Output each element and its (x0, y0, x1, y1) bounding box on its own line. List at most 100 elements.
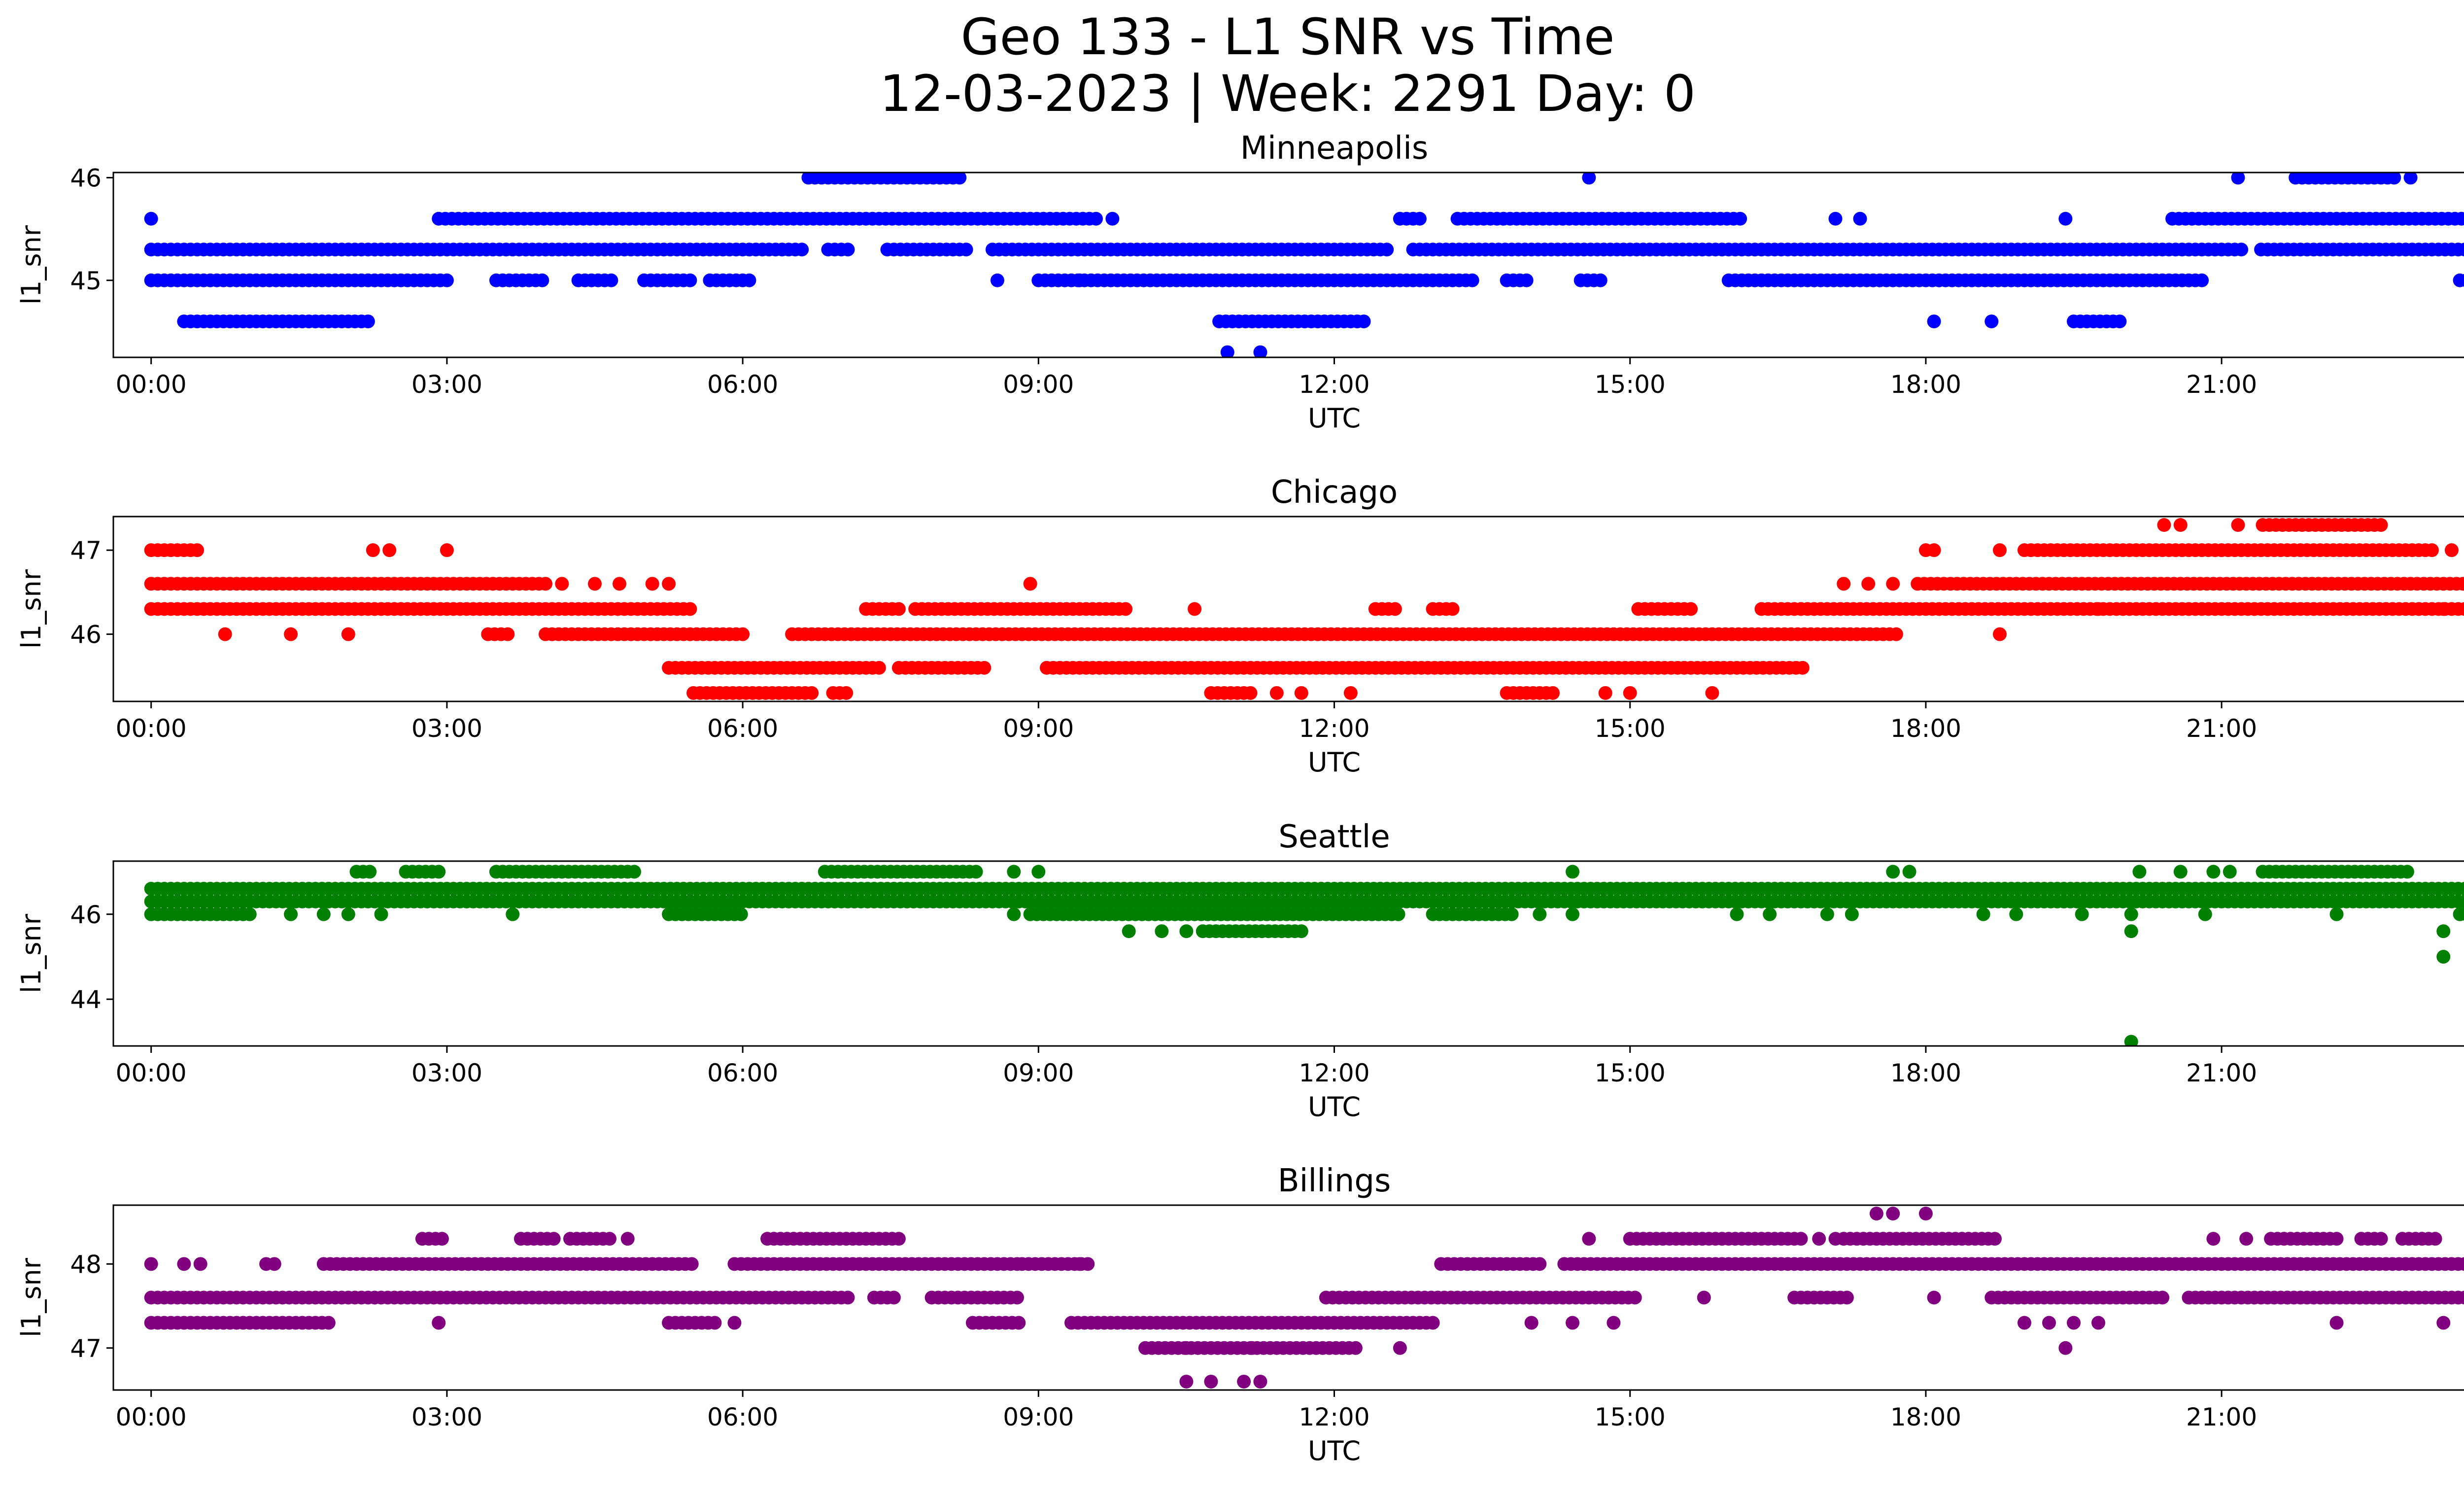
data-point (1918, 1207, 1933, 1221)
data-point (506, 907, 520, 921)
x-tick-label: 15:00 (1595, 1059, 1666, 1087)
data-point (1812, 1232, 1826, 1246)
x-axis-label: UTC (1308, 747, 1361, 778)
data-point (1985, 314, 1999, 329)
data-point (2124, 907, 2138, 921)
data-points (144, 518, 2464, 700)
data-point (1628, 1290, 1642, 1305)
x-tick-label: 21:00 (2186, 370, 2257, 399)
data-point (1072, 273, 1087, 287)
x-tick-label: 21:00 (2186, 1403, 2257, 1431)
x-tick-label: 03:00 (411, 370, 482, 399)
data-point (1840, 1290, 1854, 1305)
data-point (284, 907, 298, 921)
data-point (440, 273, 454, 287)
panel-title: Billings (1278, 1163, 1391, 1199)
data-point (1072, 1257, 1087, 1271)
data-point (1445, 602, 1460, 616)
data-point (2458, 243, 2464, 257)
data-point (977, 661, 992, 675)
data-point (2403, 173, 2418, 185)
x-axis-label: UTC (1308, 1435, 1361, 1466)
y-tick-label: 45 (70, 267, 102, 295)
data-point (2091, 1316, 2106, 1330)
data-point (1245, 1341, 1259, 1355)
data-point (1730, 907, 1744, 921)
data-point (839, 686, 854, 700)
data-point (805, 686, 819, 700)
data-point (662, 577, 676, 591)
data-point (382, 543, 397, 557)
x-tick-label: 21:00 (2186, 714, 2257, 743)
data-point (1237, 1374, 1251, 1389)
data-point (2173, 518, 2188, 532)
data-point (1623, 686, 1637, 700)
data-point (1565, 1316, 1579, 1330)
data-point (2463, 580, 2464, 588)
x-tick-label: 06:00 (707, 1059, 778, 1087)
data-point (1380, 243, 1394, 257)
x-tick-label: 03:00 (411, 714, 482, 743)
data-point (604, 273, 618, 287)
data-point (1388, 602, 1402, 616)
data-point (1886, 865, 1900, 879)
data-point (1582, 173, 1596, 185)
data-point (708, 1316, 722, 1330)
data-point (2458, 882, 2464, 896)
data-point (2195, 273, 2209, 287)
data-point (2198, 907, 2212, 921)
data-point (1733, 211, 1747, 226)
data-point (1524, 1316, 1539, 1330)
data-point (645, 577, 659, 591)
data-point (2157, 518, 2171, 532)
x-tick-label: 00:00 (116, 1403, 187, 1431)
data-point (1357, 314, 1371, 329)
x-axis-label: UTC (1308, 403, 1361, 434)
data-point (742, 273, 756, 287)
data-point (144, 211, 158, 226)
data-point (1545, 686, 1560, 700)
data-point (2329, 1316, 2344, 1330)
data-point (795, 243, 809, 257)
data-point (1976, 907, 1990, 921)
data-point (363, 865, 377, 879)
y-axis-label: l1_snr (16, 225, 47, 305)
data-point (587, 577, 602, 591)
data-point (959, 243, 973, 257)
data-point (2223, 865, 2237, 879)
data-points (144, 1207, 2464, 1389)
x-tick-label: 18:00 (1890, 1403, 1961, 1431)
data-point (2329, 907, 2344, 921)
data-point (2058, 1341, 2073, 1355)
data-point (683, 602, 697, 616)
data-point (2428, 1232, 2442, 1246)
data-point (1243, 686, 1258, 700)
x-tick-label: 12:00 (1299, 1403, 1369, 1431)
data-point (1179, 924, 1194, 939)
x-tick-label: 03:00 (411, 1403, 482, 1431)
data-point (1598, 686, 1612, 700)
y-tick-label: 47 (70, 536, 102, 565)
scatter-panel: Chicago 00:00 03:00 06:00 09:00 12:00 15:00 18:… (16, 474, 2464, 778)
data-point (1505, 907, 1519, 921)
data-point (2091, 602, 2106, 616)
x-tick-label: 03:00 (411, 1059, 482, 1087)
data-point (435, 1232, 449, 1246)
data-point (1794, 1232, 1808, 1246)
data-point (1869, 1207, 1883, 1221)
data-point (1391, 907, 1405, 921)
data-point (190, 543, 205, 557)
data-point (2459, 274, 2464, 287)
data-point (953, 173, 967, 185)
y-tick-label: 44 (70, 985, 102, 1014)
data-point (841, 1290, 855, 1305)
x-axis-label: UTC (1308, 1091, 1361, 1122)
data-point (1927, 543, 1941, 557)
data-point (2374, 1232, 2388, 1246)
data-point (872, 661, 886, 675)
data-point (1886, 1207, 1900, 1221)
data-point (366, 543, 380, 557)
data-point (2458, 1257, 2464, 1271)
data-point (2116, 602, 2130, 616)
